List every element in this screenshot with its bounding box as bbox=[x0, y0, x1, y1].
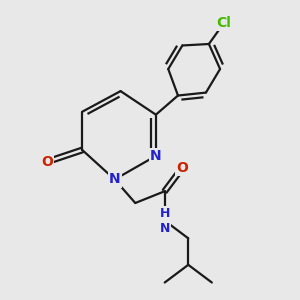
Text: O: O bbox=[41, 155, 53, 169]
Text: O: O bbox=[176, 161, 188, 175]
Text: H
N: H N bbox=[160, 207, 170, 235]
Text: N: N bbox=[150, 149, 162, 163]
Text: N: N bbox=[109, 172, 121, 186]
Text: Cl: Cl bbox=[216, 16, 231, 30]
